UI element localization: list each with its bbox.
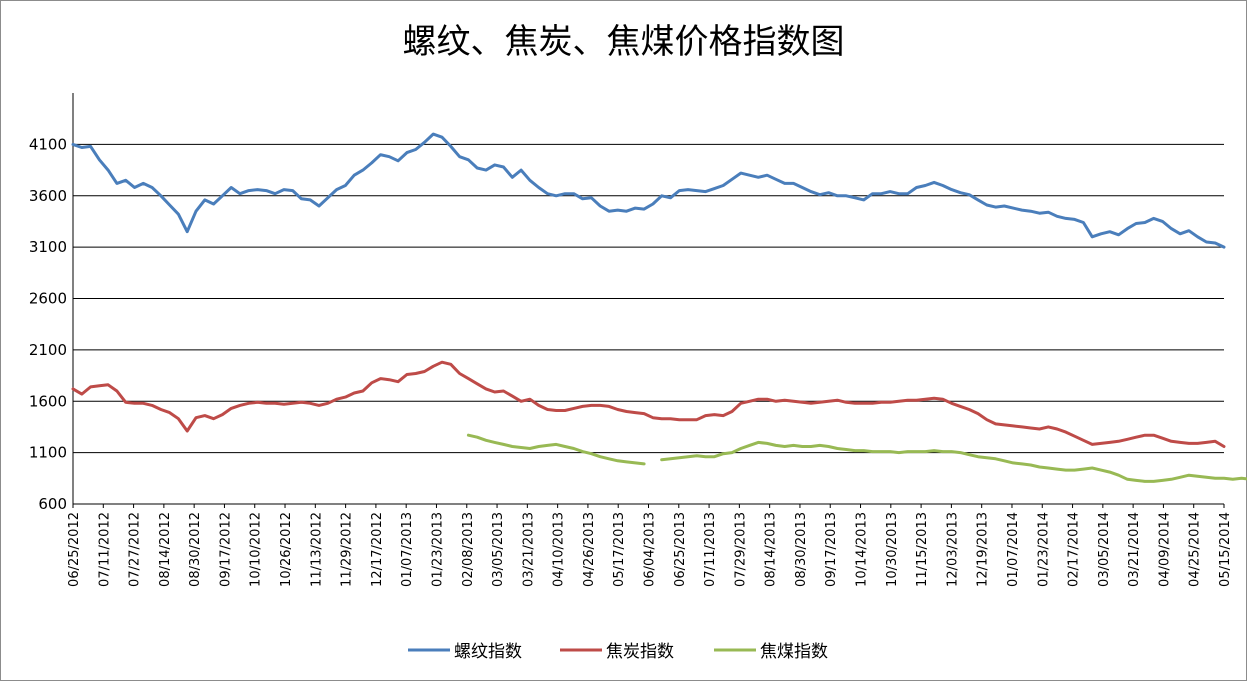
x-tick-label: 09/17/2013 (824, 512, 839, 587)
x-tick-label: 10/10/2012 (249, 512, 264, 587)
x-tick-label: 03/21/2014 (1127, 512, 1142, 587)
x-tick-label: 06/04/2013 (643, 512, 658, 587)
legend-label-1: 焦炭指数 (606, 642, 674, 662)
x-tick-label: 11/15/2013 (915, 512, 930, 587)
legend: 螺纹指数 焦炭指数 焦煤指数 (408, 642, 828, 662)
x-tick-label: 12/03/2013 (945, 512, 960, 587)
chart-title: 螺纹、焦炭、焦煤价格指数图 (402, 22, 845, 62)
x-tick-label: 04/10/2013 (552, 512, 567, 587)
x-tick-label: 11/29/2012 (340, 512, 355, 587)
series-line-1 (71, 360, 1226, 448)
x-tick-label: 02/08/2013 (461, 512, 476, 587)
grid-lines (73, 143, 1224, 454)
x-tick-label: 12/17/2012 (370, 512, 385, 587)
x-tick-label: 03/05/2014 (1097, 512, 1112, 587)
x-tick-label: 07/11/2012 (97, 512, 112, 587)
y-tick-label: 1600 (29, 392, 67, 410)
y-tick-label: 3600 (29, 187, 67, 205)
x-tick-label: 11/13/2012 (309, 512, 324, 587)
x-tick-label: 01/23/2014 (1036, 512, 1051, 587)
x-tick-label: 02/17/2014 (1067, 512, 1082, 587)
x-tick-label: 01/07/2013 (400, 512, 415, 587)
x-tick-label: 04/09/2014 (1157, 512, 1172, 587)
x-tick-label: 06/25/2013 (673, 512, 688, 587)
legend-label-2: 焦煤指数 (760, 642, 828, 662)
x-tick-label: 06/25/2012 (67, 512, 82, 587)
x-tick-label: 08/14/2013 (764, 512, 779, 587)
x-tick-label: 05/17/2013 (612, 512, 627, 587)
y-axis-tick-labels: 600 1100 1600 2100 2600 3100 3600 4100 (29, 135, 67, 513)
x-tick-label: 03/21/2013 (521, 512, 536, 587)
y-tick-label: 2600 (29, 290, 67, 308)
axes (72, 93, 1225, 508)
x-tick-label: 03/05/2013 (491, 512, 506, 587)
x-tick-label: 01/23/2013 (430, 512, 445, 587)
x-tick-label: 10/30/2013 (885, 512, 900, 587)
x-tick-label: 07/27/2012 (128, 512, 143, 587)
x-tick-label: 08/14/2012 (158, 512, 173, 587)
y-tick-label: 4100 (29, 135, 67, 153)
series-lines (71, 132, 1247, 483)
x-tick-label: 05/15/2014 (1218, 512, 1233, 587)
x-tick-label: 10/14/2013 (855, 512, 870, 587)
x-tick-label: 04/26/2013 (582, 512, 597, 587)
x-tick-label: 07/29/2013 (733, 512, 748, 587)
x-tick-label: 07/11/2013 (703, 512, 718, 587)
series-line-0 (71, 132, 1226, 249)
x-tick-label: 08/30/2012 (188, 512, 203, 587)
x-tick-label: 04/25/2014 (1188, 512, 1203, 587)
x-tick-label: 12/19/2013 (976, 512, 991, 587)
x-tick-label: 09/17/2012 (218, 512, 233, 587)
x-tick-label: 01/07/2014 (1006, 512, 1021, 587)
x-tick-label: 10/26/2012 (279, 512, 294, 587)
y-tick-label: 1100 (29, 444, 67, 462)
series-line-2 (466, 433, 1247, 483)
y-tick-label: 600 (38, 495, 67, 513)
y-tick-label: 3100 (29, 238, 67, 256)
x-axis-tick-labels: 06/25/2012 07/11/2012 07/27/2012 08/14/2012… (67, 512, 1233, 587)
x-tick-label: 08/30/2013 (794, 512, 809, 587)
y-tick-label: 2100 (29, 341, 67, 359)
legend-label-0: 螺纹指数 (454, 642, 522, 662)
